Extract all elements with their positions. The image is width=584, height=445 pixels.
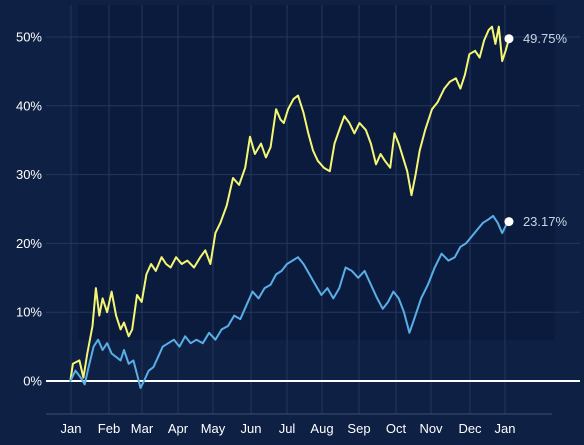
series-end-label: 23.17% [523, 214, 568, 229]
x-tick-label: Jan [495, 421, 516, 436]
y-tick-label: 50% [16, 30, 42, 45]
x-tick-label: Oct [386, 421, 407, 436]
x-tick-label: Nov [419, 421, 443, 436]
y-tick-label: 40% [16, 98, 42, 113]
series-end-label: 49.75% [523, 31, 568, 46]
x-tick-label: Jan [61, 421, 82, 436]
x-tick-label: Mar [131, 421, 154, 436]
x-tick-label: Jul [279, 421, 296, 436]
x-tick-label: Sep [347, 421, 370, 436]
series-end-marker [504, 217, 513, 226]
y-tick-label: 10% [16, 305, 42, 320]
x-tick-label: Apr [168, 421, 189, 436]
series-end-marker [504, 34, 513, 43]
y-tick-label: 20% [16, 236, 42, 251]
x-tick-label: Jun [241, 421, 262, 436]
y-tick-label: 0% [23, 374, 42, 389]
x-tick-label: Feb [98, 421, 120, 436]
forecast-band [78, 5, 555, 340]
x-tick-label: Aug [310, 421, 333, 436]
x-tick-label: Dec [458, 421, 482, 436]
x-tick-label: May [201, 421, 226, 436]
y-tick-label: 30% [16, 167, 42, 182]
